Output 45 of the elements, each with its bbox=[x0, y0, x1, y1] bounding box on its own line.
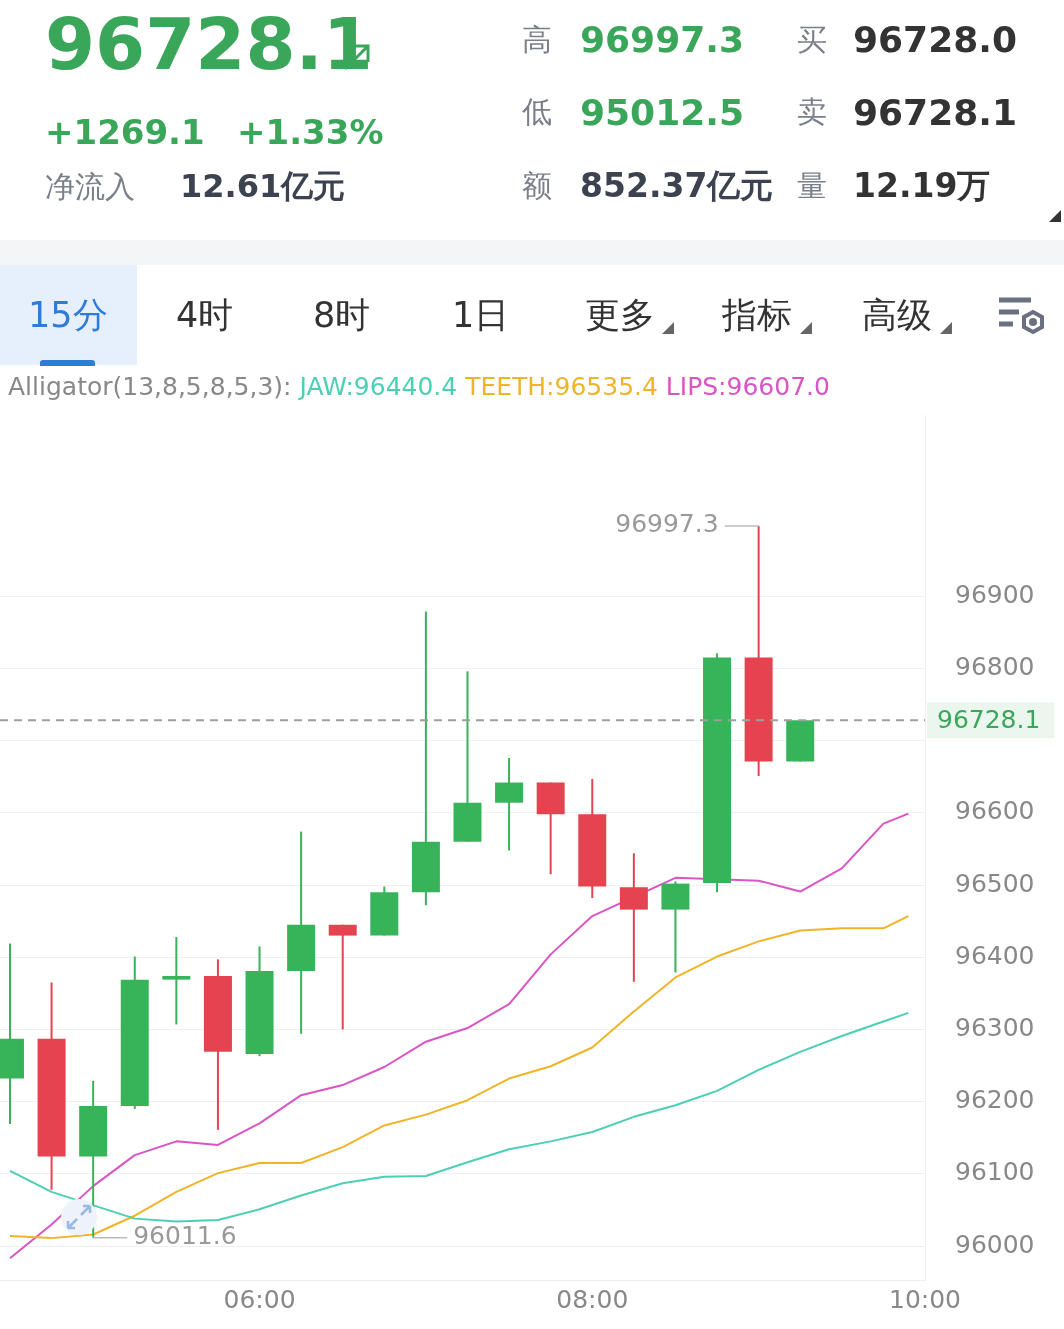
text: 净流入 bbox=[45, 169, 135, 204]
ref-line-label: 96728.1 bbox=[937, 704, 1041, 734]
y-tick-label: 96400 bbox=[955, 940, 1035, 970]
x-tick-label: 10:00 bbox=[888, 1284, 962, 1314]
text: LIPS:96607.0 bbox=[665, 372, 830, 401]
candlestick bbox=[328, 923, 357, 1031]
annotation: 96011.6 bbox=[133, 1221, 237, 1251]
text: 量 bbox=[797, 168, 827, 203]
text: 8时 bbox=[313, 295, 371, 335]
text: JAW:96440.4 bbox=[299, 372, 458, 401]
text: 12.19万 bbox=[853, 166, 991, 205]
x-tick-label: 06:00 bbox=[223, 1284, 296, 1314]
y-tick-label: 96600 bbox=[955, 796, 1035, 826]
text: 15分 bbox=[28, 295, 108, 335]
text: 12.61亿元 bbox=[180, 167, 346, 205]
x-tick-label: 08:00 bbox=[556, 1284, 629, 1314]
text: 852.37亿元 bbox=[580, 166, 774, 205]
text: 95012.5 bbox=[580, 92, 744, 133]
text: 96997.3 bbox=[580, 19, 744, 60]
y-tick-label: 96300 bbox=[955, 1012, 1035, 1042]
text: 指标 bbox=[722, 295, 792, 335]
text: 96728.1 bbox=[45, 2, 373, 86]
candlestick bbox=[162, 936, 191, 1026]
text: 1日 bbox=[452, 295, 510, 335]
text: 卖 bbox=[797, 94, 827, 129]
y-tick-label: 96500 bbox=[955, 868, 1035, 898]
text: +1269.1 bbox=[45, 112, 205, 152]
text: 高级 bbox=[862, 295, 932, 335]
legend-title: Alligator(13,8,5,8,5,3): bbox=[8, 372, 292, 401]
y-tick-label: 96200 bbox=[955, 1085, 1035, 1115]
text: +1.33% bbox=[237, 112, 384, 152]
text: 低 bbox=[522, 94, 552, 129]
text: 96728.0 bbox=[853, 19, 1017, 60]
text: 96728.1 bbox=[853, 92, 1017, 133]
text: 额 bbox=[522, 168, 552, 203]
text: 4时 bbox=[176, 295, 234, 335]
text: 更多 bbox=[585, 295, 655, 335]
annotation: 96997.3 bbox=[615, 509, 719, 539]
text: 买 bbox=[797, 22, 827, 57]
y-tick-label: 96100 bbox=[955, 1157, 1035, 1187]
text: TEETH:96535.4 bbox=[465, 372, 658, 401]
y-tick-label: 96800 bbox=[955, 651, 1035, 681]
text: 高 bbox=[522, 22, 552, 57]
y-tick-label: 96900 bbox=[955, 579, 1035, 609]
y-tick-label: 96000 bbox=[955, 1229, 1035, 1259]
